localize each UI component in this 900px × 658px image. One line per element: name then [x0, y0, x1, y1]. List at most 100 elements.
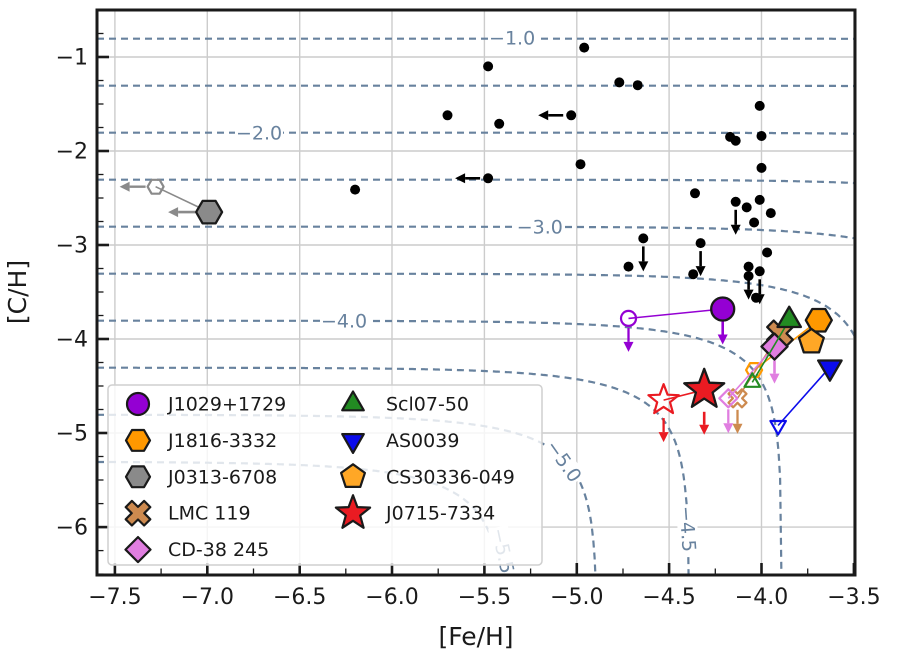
x-tick-label: −6.5: [273, 585, 326, 610]
x-tick-label: −5.0: [550, 585, 603, 610]
program-star-filled-J1029+1729: [710, 296, 736, 322]
field-star-point: [756, 131, 767, 141]
program-star-open-Scl07-50: [743, 372, 762, 388]
field-star-point: [765, 208, 776, 219]
field-star-point: [688, 269, 699, 280]
upper-limit-arrow-head: [717, 334, 728, 345]
upper-limit-arrow-head: [623, 341, 634, 352]
legend-marker-hexagon: [124, 465, 152, 489]
program-star-connector: [777, 366, 831, 427]
program-star-filled-CD-38 245: [760, 332, 789, 361]
upper-limit-arrow-head: [119, 181, 130, 192]
contour-label-gap: [320, 311, 368, 332]
legend-item-J0715-7334: J0715-7334: [334, 494, 495, 529]
program-star-filled-CS30336-049: [797, 327, 825, 354]
field-star-point: [623, 261, 634, 272]
y-tick-label: −6: [56, 516, 88, 541]
contour-label: −4.5: [675, 505, 700, 553]
upper-limit-arrow-head: [638, 261, 649, 272]
program-star-open-J1029+1729: [619, 309, 638, 327]
field-star-point: [695, 238, 706, 249]
program-star-filled-J0715-7334: [683, 367, 726, 408]
program-star-filled-J1816-3332: [804, 307, 833, 333]
upper-limit-arrow-head: [455, 173, 466, 184]
field-star-point: [756, 162, 767, 173]
x-tick-label: −7.0: [181, 585, 234, 610]
upper-limit-arrow-head: [730, 224, 741, 235]
tick-labels: −7.5 −7.0 −6.5 −6.0 −5.5 −5.0 −4.5 −4.0 −3.5 −1 −2…: [56, 46, 881, 611]
contour-label: −2.0: [236, 123, 282, 145]
x-tick-label: −4.5: [642, 585, 695, 610]
upper-limit-arrow-head: [732, 423, 743, 434]
contour-line: [97, 366, 690, 575]
x-tick-label: −6.0: [365, 585, 418, 610]
legend-marker-xcross: [124, 499, 152, 527]
legend-item-AS0039: AS0039: [341, 430, 459, 454]
legend-marker-circle: [125, 391, 151, 417]
contour-label: −3.0: [517, 217, 563, 239]
contour-label-gap: [675, 504, 700, 554]
legend-label: J0715-7334: [385, 503, 495, 525]
upper-limit-arrow-head: [769, 373, 780, 384]
field-star-point: [442, 110, 453, 121]
program-star-open-J0313-6708: [146, 178, 165, 195]
y-tick-label: −3: [56, 234, 88, 259]
program-star-filled-AS0039: [817, 359, 843, 382]
upper-limit-arrow-head: [695, 266, 706, 277]
legend-item-Scl07-50: Scl07-50: [341, 390, 469, 416]
x-tick-label: −4.0: [735, 585, 788, 610]
field-star-point: [566, 110, 577, 121]
x-tick-label: −7.5: [88, 585, 141, 610]
upper-limit-arrow-head: [723, 423, 734, 434]
contour-label: −1.0: [489, 28, 535, 50]
upper-limit-arrow-head: [658, 432, 669, 443]
legend-marker-star: [334, 494, 372, 529]
legend-marker-triangle-up: [341, 390, 365, 412]
program-star-connector: [628, 308, 723, 320]
legend-label: AS0039: [386, 430, 459, 452]
field-star-point: [751, 292, 761, 303]
legend-item-J0313-6708: J0313-6708: [124, 465, 277, 489]
field-star-point: [749, 217, 760, 228]
legend-label: CS30336-049: [386, 466, 515, 488]
field-star-point: [730, 196, 741, 207]
contour-label-gap: [541, 435, 586, 487]
legend-label: J0313-6708: [167, 466, 277, 488]
legend-marker-triangle-down: [341, 433, 365, 454]
program-star-open-J0715-7334: [647, 383, 680, 415]
legend-marker-pentagon: [340, 463, 366, 488]
contour-line: [97, 272, 855, 338]
field-star-point: [575, 159, 586, 170]
legend: J1029+1729 J1816-3332 J0313-6708 LMC 119 CD-…: [107, 384, 543, 566]
data-points: [119, 42, 843, 443]
plot-border: [95, 8, 857, 577]
field-star-point: [730, 135, 741, 146]
legend-item-LMC 119: LMC 119: [124, 499, 251, 527]
program-star-open-AS0039: [769, 419, 788, 436]
field-star-point: [743, 271, 754, 281]
contour-label-gap: [515, 217, 564, 238]
legend-label: J1816-3332: [167, 430, 277, 452]
legend-label: Scl07-50: [386, 394, 469, 416]
field-star-point: [614, 77, 625, 88]
contour-label: −4.0: [321, 311, 367, 333]
field-star-point: [632, 80, 643, 91]
field-star-point: [483, 173, 494, 184]
upper-limit-arrow-head: [538, 110, 549, 121]
upper-limit-arrow-head: [743, 289, 754, 300]
program-star-open-J1816-3332: [744, 362, 764, 379]
upper-limit-arrow-head: [168, 207, 179, 218]
x-tick-label: −5.5: [458, 585, 511, 610]
legend-item-CD-38 245: CD-38 245: [124, 535, 269, 564]
axes-frame: [95, 8, 857, 577]
legend-item-J1816-3332: J1816-3332: [124, 428, 277, 452]
program-star-connector: [727, 346, 776, 399]
field-star-point: [743, 261, 754, 272]
program-star-filled-Scl07-50: [776, 305, 803, 329]
y-tick-label: −4: [56, 328, 88, 353]
legend-label: LMC 119: [168, 503, 251, 525]
y-tick-label: −1: [56, 46, 88, 71]
legend-item-J1029+1729: J1029+1729: [125, 391, 286, 417]
x-axis-title: [Fe/H]: [438, 622, 513, 651]
